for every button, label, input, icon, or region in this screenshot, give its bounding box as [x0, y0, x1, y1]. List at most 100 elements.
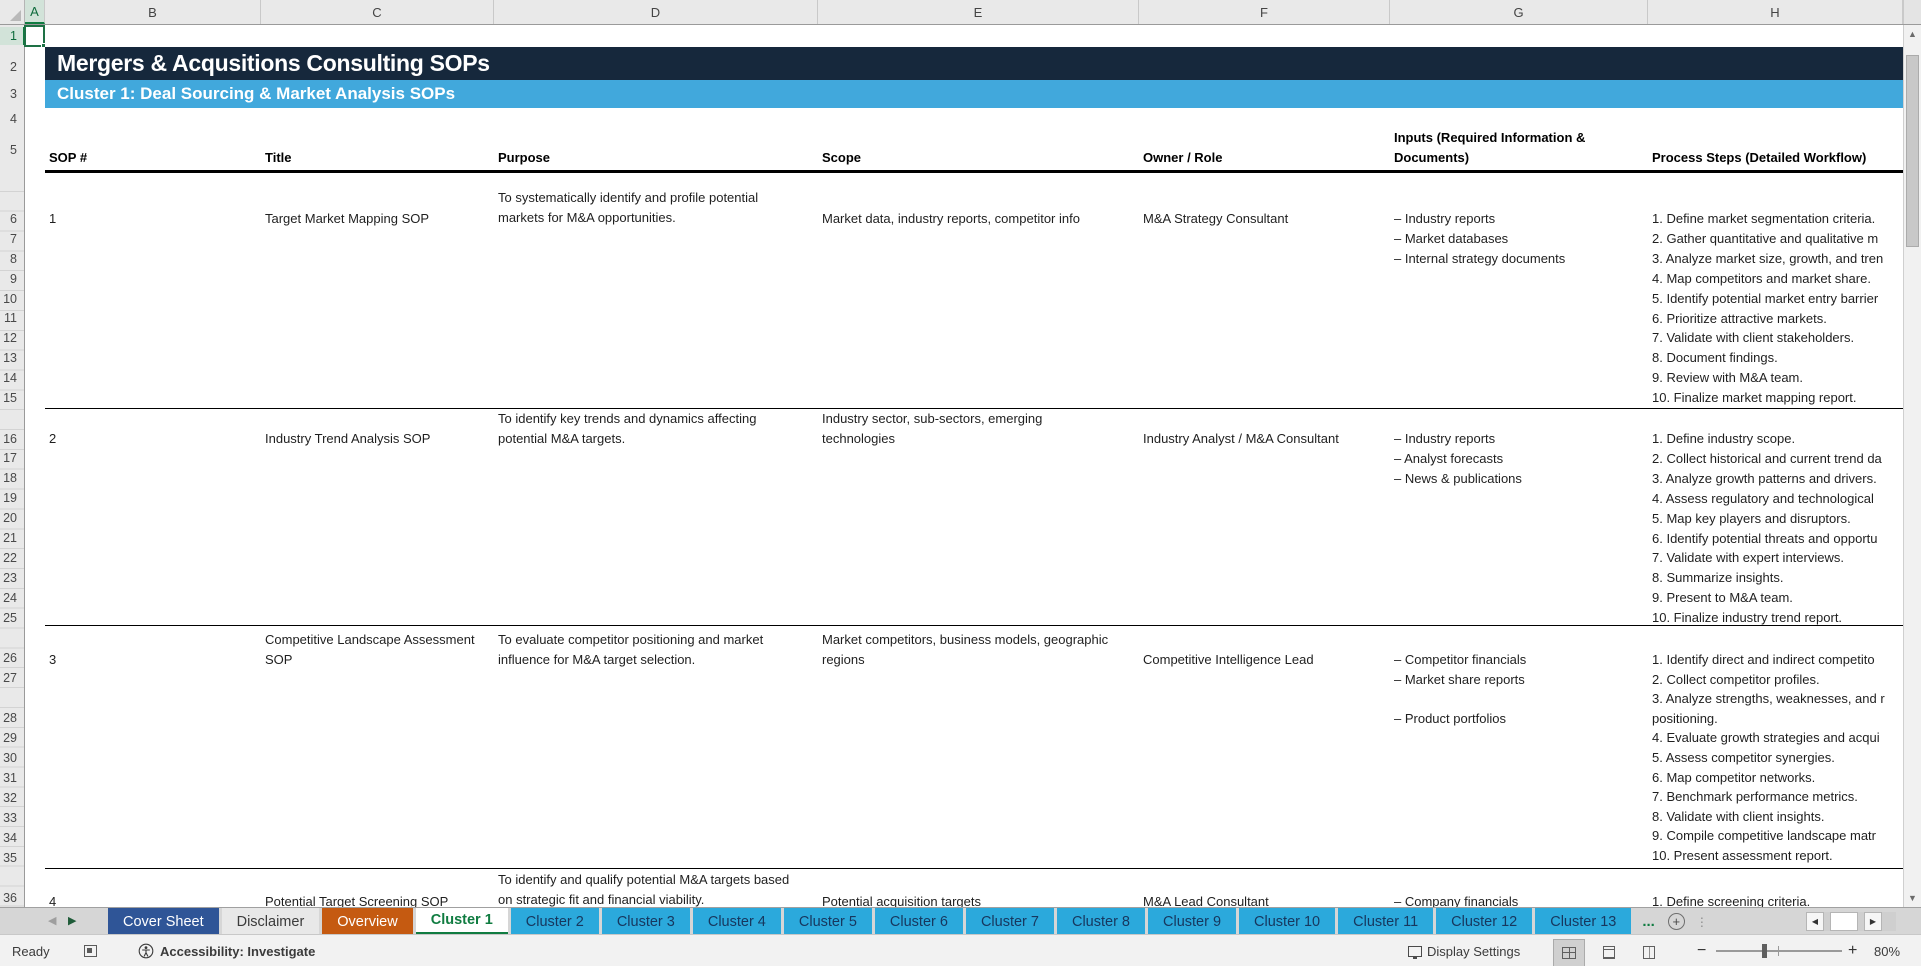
tab-cluster-9[interactable]: Cluster 9	[1148, 908, 1237, 935]
cell-purpose[interactable]: To evaluate competitor positioning and m…	[498, 632, 764, 667]
cell-scope[interactable]: Industry sector, sub-sectors, emerging t…	[822, 411, 1043, 446]
header-process-steps[interactable]: Process Steps (Detailed Workflow)	[1652, 150, 1867, 165]
header-scope[interactable]: Scope	[822, 150, 862, 165]
column-header-d[interactable]: D	[494, 0, 818, 24]
cell-process-steps[interactable]: 1. Define industry scope. 2. Collect his…	[1652, 431, 1882, 625]
row-header-15[interactable]: 15	[3, 391, 17, 405]
cell-process-steps[interactable]: 1. Identify direct and indirect competit…	[1652, 652, 1885, 863]
zoom-slider-track[interactable]	[1716, 950, 1842, 952]
row-header-14[interactable]: 14	[3, 371, 17, 385]
row-header-5[interactable]: 5	[10, 143, 17, 157]
column-header-f[interactable]: F	[1139, 0, 1390, 24]
cell-purpose[interactable]: To identify key trends and dynamics affe…	[498, 411, 757, 446]
vertical-scroll-thumb[interactable]	[1906, 55, 1919, 247]
display-settings-button[interactable]: Display Settings	[1408, 935, 1520, 966]
column-header-g[interactable]: G	[1390, 0, 1648, 24]
tab-cluster-5[interactable]: Cluster 5	[783, 908, 872, 935]
tab-cluster-11[interactable]: Cluster 11	[1338, 908, 1434, 935]
row-header-27[interactable]: 27	[3, 671, 17, 685]
row-header-10[interactable]: 10	[3, 292, 17, 306]
fill-handle[interactable]	[41, 43, 46, 48]
cell-scope[interactable]: Market data, industry reports, competito…	[822, 211, 1080, 226]
row-header-4[interactable]: 4	[10, 112, 17, 126]
column-header-b[interactable]: B	[45, 0, 261, 24]
cell-sop-number[interactable]: 4	[49, 894, 57, 907]
next-sheet-button[interactable]: ▶	[68, 915, 76, 928]
tab-cluster-6[interactable]: Cluster 6	[874, 908, 963, 935]
row-header-20[interactable]: 20	[3, 511, 17, 525]
row-header-24[interactable]: 24	[3, 591, 17, 605]
row-header-29[interactable]: 29	[3, 731, 17, 745]
cell-sop-number[interactable]: 1	[49, 211, 57, 226]
row-header-18[interactable]: 18	[3, 471, 17, 485]
cell-title[interactable]: Competitive Landscape Assessment SOP	[265, 632, 475, 667]
scroll-down-button[interactable]: ▼	[1904, 889, 1921, 907]
tab-cluster-10[interactable]: Cluster 10	[1239, 908, 1336, 935]
row-header-23[interactable]: 23	[3, 571, 17, 585]
row-header-6[interactable]: 6	[10, 212, 17, 226]
view-normal-button[interactable]	[1553, 935, 1585, 966]
title-banner-cell[interactable]: Mergers & Acqusitions Consulting SOPs	[45, 47, 1903, 80]
column-header-h[interactable]: H	[1648, 0, 1903, 24]
row-header-13[interactable]: 13	[3, 351, 17, 365]
view-page-layout-button[interactable]	[1594, 935, 1624, 966]
row-header-36[interactable]: 36	[3, 891, 17, 905]
horizontal-scroll-thumb[interactable]	[1830, 912, 1858, 931]
cell-inputs[interactable]: – Industry reports – Market databases – …	[1394, 211, 1566, 266]
tab-cluster-1[interactable]: Cluster 1	[415, 908, 508, 935]
row-header-1[interactable]: 1	[0, 27, 25, 45]
row-header-35[interactable]: 35	[3, 851, 17, 865]
cell-purpose[interactable]: To identify and qualify potential M&A ta…	[498, 872, 790, 907]
row-header-21[interactable]: 21	[3, 531, 17, 545]
cell-purpose[interactable]: To systematically identify and profile p…	[498, 190, 759, 225]
row-header-3[interactable]: 3	[10, 87, 17, 101]
accessibility-status-button[interactable]: Accessibility: Investigate	[138, 935, 315, 966]
macro-record-button[interactable]	[84, 935, 97, 966]
scroll-left-button[interactable]: ◀	[1806, 912, 1824, 931]
cell-process-steps[interactable]: 1. Define market segmentation criteria. …	[1652, 211, 1884, 406]
cell-sop-number[interactable]: 3	[49, 652, 57, 667]
add-sheet-button[interactable]: +	[1667, 913, 1685, 930]
select-all-button[interactable]	[0, 0, 25, 24]
row-header-9[interactable]: 9	[10, 272, 17, 286]
scroll-up-button[interactable]: ▲	[1904, 25, 1921, 43]
cell-owner-role[interactable]: Competitive Intelligence Lead	[1143, 652, 1314, 667]
tab-cluster-13[interactable]: Cluster 13	[1535, 908, 1632, 935]
tab-cluster-12[interactable]: Cluster 12	[1436, 908, 1533, 935]
cell-sop-number[interactable]: 2	[49, 431, 57, 446]
cell-process-steps[interactable]: 1. Define screening criteria.	[1652, 894, 1811, 907]
row-header-19[interactable]: 19	[3, 491, 17, 505]
cell-owner-role[interactable]: Industry Analyst / M&A Consultant	[1143, 431, 1339, 446]
cell-owner-role[interactable]: M&A Strategy Consultant	[1143, 211, 1289, 226]
cell-scope[interactable]: Potential acquisition targets	[822, 894, 981, 907]
header-sop-number[interactable]: SOP #	[49, 150, 88, 165]
horizontal-scrollbar[interactable]: ◀ ▶	[1806, 912, 1896, 931]
row-header-2[interactable]: 2	[10, 60, 17, 74]
tab-cluster-2[interactable]: Cluster 2	[510, 908, 599, 935]
row-header-28[interactable]: 28	[3, 711, 17, 725]
column-header-e[interactable]: E	[818, 0, 1139, 24]
cell-inputs[interactable]: – Competitor financials – Market share r…	[1394, 652, 1527, 726]
tab-cluster-4[interactable]: Cluster 4	[692, 908, 781, 935]
tab-cluster-7[interactable]: Cluster 7	[965, 908, 1054, 935]
cell-title[interactable]: Potential Target Screening SOP	[265, 894, 449, 907]
cluster-banner-cell[interactable]: Cluster 1: Deal Sourcing & Market Analys…	[45, 80, 1903, 108]
header-purpose[interactable]: Purpose	[498, 150, 551, 165]
column-header-a[interactable]: A	[25, 0, 45, 24]
row-header-31[interactable]: 31	[3, 771, 17, 785]
cell-title[interactable]: Target Market Mapping SOP	[265, 211, 430, 226]
row-header-12[interactable]: 12	[3, 331, 17, 345]
cell-inputs[interactable]: – Company financials	[1394, 894, 1519, 907]
vertical-scrollbar[interactable]: ▲ ▼	[1903, 25, 1921, 907]
view-page-break-button[interactable]	[1634, 935, 1664, 966]
zoom-out-button[interactable]: −	[1697, 935, 1706, 966]
header-inputs[interactable]: Inputs (Required Information & Documents…	[1394, 130, 1586, 165]
active-cell-selection[interactable]	[24, 25, 46, 48]
row-header-17[interactable]: 17	[3, 451, 17, 465]
row-header-22[interactable]: 22	[3, 551, 17, 565]
scroll-right-button[interactable]: ▶	[1864, 912, 1882, 931]
tab-overview[interactable]: Overview	[322, 908, 413, 935]
tab-cluster-3[interactable]: Cluster 3	[601, 908, 690, 935]
row-header-30[interactable]: 30	[3, 751, 17, 765]
cell-inputs[interactable]: – Industry reports – Analyst forecasts –…	[1394, 431, 1522, 486]
